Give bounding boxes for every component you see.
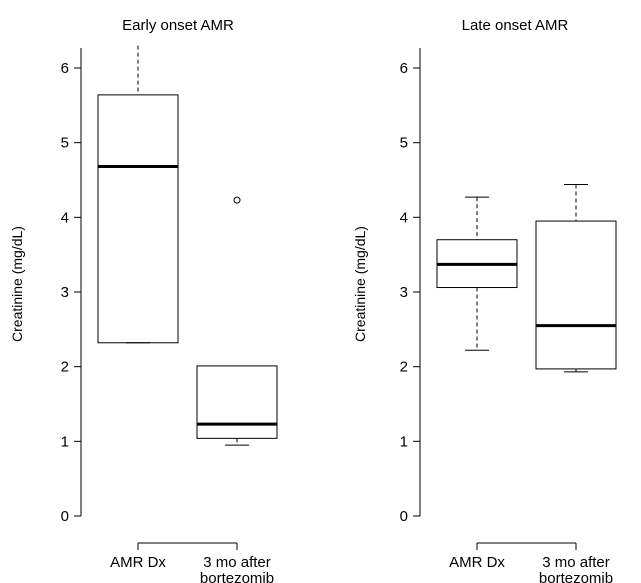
box-iqr [97,94,179,344]
x-tick-label-line: bortezomib [200,570,274,583]
y-tick-label: 3 [400,284,408,301]
y-axis-label: Creatinine (mg/dL) [352,226,368,342]
x-tick-label-line: bortezomib [539,570,613,583]
y-tick-label: 5 [61,135,69,152]
chart-panel-2: Late onset AMR 0 1 2 3 4 5 6 Creatinine (mg/dL) A… [352,17,617,583]
box-iqr [196,365,278,439]
box-iqr [535,220,617,370]
box-group [97,45,179,344]
y-tick-label: 1 [400,433,408,450]
y-tick-label: 5 [400,135,408,152]
y-tick-label: 6 [400,60,408,77]
x-tick-label-line: 3 mo after [203,554,271,571]
y-tick-label: 3 [61,284,69,301]
x-tick-label: 3 mo after bortezomib [200,554,274,583]
y-tick-label: 0 [400,508,408,525]
chart-title: Early onset AMR [122,17,234,34]
box-group [196,196,278,446]
y-axis-label: Creatinine (mg/dL) [9,226,25,342]
x-tick-label: 3 mo after bortezomib [539,554,613,583]
y-tick-label: 6 [61,60,69,77]
chart-title: Late onset AMR [462,17,569,34]
chart-panel-1: Early onset AMR 0 1 2 3 4 5 6 Creatinine (mg/dL)… [9,17,278,583]
x-tick-label-line: AMR Dx [110,554,166,571]
y-tick-label: 1 [61,433,69,450]
outlier-point [233,196,241,204]
y-tick-label: 4 [400,209,408,226]
x-tick-label: AMR Dx [110,554,166,571]
box-group [535,183,617,373]
x-tick-label-line: AMR Dx [449,554,505,571]
y-tick-label: 2 [61,359,69,376]
x-tick-label-line: 3 mo after [542,554,610,571]
y-tick-label: 2 [400,359,408,376]
y-tick-label: 0 [61,508,69,525]
box-group [436,196,518,351]
y-tick-label: 4 [61,209,69,226]
x-tick-label: AMR Dx [449,554,505,571]
